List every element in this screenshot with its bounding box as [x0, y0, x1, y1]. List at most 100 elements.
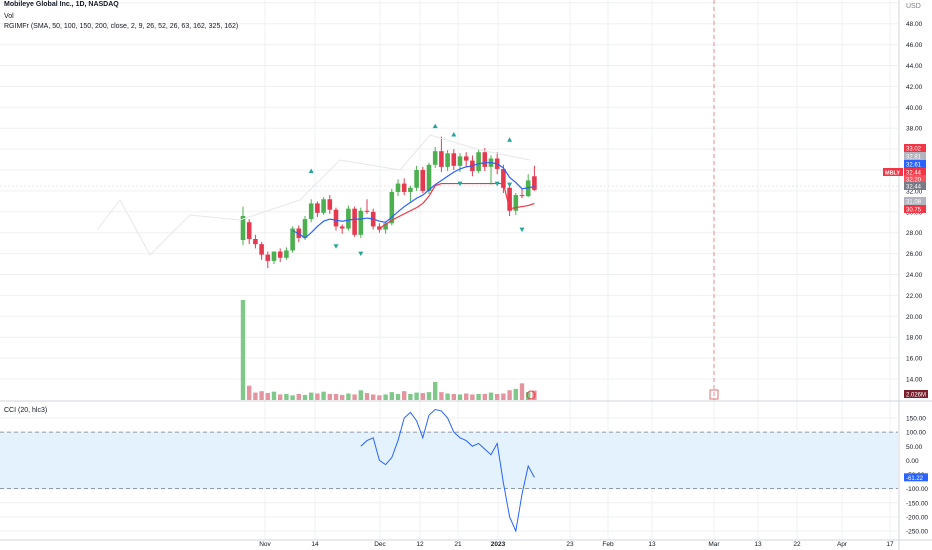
legend-cci[interactable]: CCI (20, hlc3) [4, 407, 48, 414]
volume-bar [501, 393, 506, 400]
volume-bar [315, 393, 320, 400]
candle-body [259, 244, 264, 255]
ma-blue-line [292, 162, 535, 239]
cci-polyline [360, 408, 535, 533]
candle-body [432, 151, 438, 165]
price-label-box [904, 182, 926, 190]
time-tick-label: 23 [566, 541, 574, 548]
event-icon [526, 390, 536, 400]
price-tick-label: 18.00 [906, 335, 923, 342]
cci-tick-label: -100.00 [906, 486, 928, 493]
time-tick-label: Apr [837, 541, 848, 548]
volume-bar [346, 393, 351, 400]
volume-bar [395, 393, 401, 400]
volume-bar [457, 394, 463, 400]
candle-body [476, 152, 481, 172]
cci-tick-label: 50.00 [906, 444, 923, 451]
price-tick-label: 44.00 [906, 63, 923, 70]
volume-bar [377, 395, 382, 400]
marker-down [494, 181, 500, 187]
legend-vol[interactable]: Vol [4, 13, 14, 20]
time-tick-label: 14 [311, 541, 319, 548]
cci-band [0, 432, 898, 489]
price-label-box [904, 175, 926, 183]
volume-bar [451, 393, 456, 400]
cci-tick-label: 150.00 [906, 416, 926, 423]
price-tick-label: 48.00 [906, 21, 923, 28]
price-label-text: 32.20 [906, 178, 922, 184]
cci-tick-label: -150.00 [906, 500, 928, 507]
candle-body [265, 254, 271, 261]
cci-tick-label: 100.00 [906, 430, 926, 437]
volume-bar [476, 393, 481, 400]
marker-up [507, 137, 513, 142]
time-tick-label: 22 [793, 541, 801, 548]
volume-bar [470, 394, 475, 400]
price-tick-label: 24.00 [906, 272, 923, 279]
candles [240, 136, 537, 269]
candle-body [482, 152, 488, 167]
candle-body [315, 203, 320, 213]
volume-bar [278, 394, 283, 400]
marker-down [457, 181, 463, 187]
candle-body [395, 183, 401, 192]
candle-body [240, 215, 246, 241]
candle-body [277, 251, 283, 258]
volume-bar [247, 385, 252, 400]
candle-body [420, 170, 426, 191]
legend-indicator[interactable]: RGIMFr (SMA, 50, 100, 150, 200, close, 2… [4, 23, 239, 30]
candle-body [401, 183, 407, 192]
volume-bar [265, 393, 270, 400]
price-tick-label: 14.00 [906, 377, 923, 384]
time-tick-label: Dec [374, 541, 386, 548]
volume-bar [507, 390, 512, 400]
volume-bar [532, 390, 537, 400]
volume-bar [433, 381, 438, 400]
volume-bar [284, 393, 289, 400]
candle-body [364, 210, 370, 212]
price-tick-label: 32.00 [906, 188, 923, 195]
price-tick-label: 28.00 [906, 230, 923, 237]
marker-up [432, 123, 438, 129]
ticker-label-box [883, 168, 903, 176]
candle-body [333, 209, 339, 227]
volume-bar [383, 394, 388, 400]
cci-band-area [0, 431, 898, 490]
price-tick-label: 38.00 [906, 126, 923, 133]
volume-bar [327, 393, 332, 400]
cci-label-text: -61.22 [906, 476, 924, 482]
volume-bar [408, 393, 413, 400]
cci-line [360, 408, 535, 533]
volume-bar [414, 392, 419, 400]
volume-bar [389, 392, 394, 400]
signal-markers [308, 123, 719, 400]
marker-down [519, 227, 525, 233]
time-tick-label: 21 [454, 541, 462, 548]
time-tick-label: 2023 [491, 541, 506, 548]
legend-title[interactable]: Mobileye Global Inc., 1D, NASDAQ [4, 1, 119, 8]
ghost-line [96, 134, 531, 256]
marker-down [507, 182, 513, 188]
volume-bar [309, 392, 314, 400]
price-tick-label: 20.00 [906, 314, 923, 321]
price-tick-label: 16.00 [906, 356, 923, 363]
price-label-box [904, 168, 926, 176]
marker-up [308, 168, 314, 174]
volume-label-text: 2.026M [906, 393, 926, 399]
volume-label-box [904, 390, 928, 398]
price-label-box [904, 160, 926, 168]
candle-body [290, 228, 295, 251]
candle-body [408, 187, 413, 192]
volume-bar [439, 392, 444, 400]
price-label-text: 33.02 [906, 147, 922, 153]
candle-body [532, 176, 537, 190]
axes: 14.00 16.00 18.00 20.00 22.00 24.00 26.00 28.00… [259, 21, 928, 548]
price-label-box [904, 197, 926, 205]
candle-body [327, 199, 333, 210]
volume-bar [321, 391, 326, 400]
earnings-icon [709, 389, 719, 400]
price-label-text: 32.61 [906, 163, 922, 169]
volume-bar [513, 388, 518, 400]
time-tick-label: Nov [259, 541, 271, 548]
